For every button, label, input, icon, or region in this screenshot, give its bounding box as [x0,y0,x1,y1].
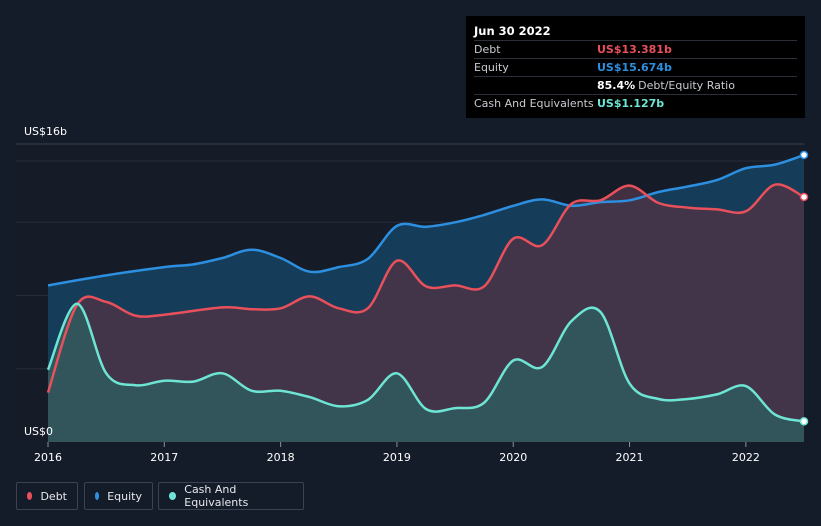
tooltip-debt-value: US$13.381b [597,43,672,56]
x-tick-label: 2019 [383,451,411,464]
tooltip-cash-value: US$1.127b [597,97,665,110]
tooltip-row-debt: Debt US$13.381b [474,40,797,58]
equity-line [47,153,805,287]
tooltip-equity-label: Equity [474,61,509,74]
legend-item-debt[interactable]: Debt [16,482,78,510]
tooltip-ratio-value: 85.4% [597,79,636,92]
x-axis-ticks: 2016 2017 2018 2019 2020 2021 2022 [34,442,760,464]
tooltip-row-ratio: 85.4% Debt/Equity Ratio [474,76,797,94]
series-areas [48,155,804,442]
x-tick-label: 2022 [732,451,760,464]
cash-dot-icon [169,492,177,500]
tooltip-debt-label: Debt [474,43,501,56]
debt-endpoint [799,192,809,202]
data-tooltip: Jun 30 2022 Debt US$13.381b Equity US$15… [466,16,805,118]
debt-line [46,183,805,393]
x-tick-label: 2018 [267,451,295,464]
legend-cash-label: Cash And Equivalents [184,483,249,509]
tooltip-date: Jun 30 2022 [474,24,551,38]
tooltip-row-equity: Equity US$15.674b [474,58,797,76]
x-tick-label: 2016 [34,451,62,464]
cash-and-equivalents-area [48,303,804,442]
tooltip-cash-label: Cash And Equivalents [474,97,594,110]
series-lines [46,153,805,423]
x-tick-label: 2020 [499,451,527,464]
y-axis-top-label: US$16b [24,125,68,138]
debt-dot-icon [27,492,33,500]
equity-endpoint [799,150,809,160]
legend-item-equity[interactable]: Equity [84,482,153,510]
legend-item-cash[interactable]: Cash And Equivalents [158,482,304,510]
cash-and-equivalents-endpoint [799,417,809,426]
y-axis-bottom-label: US$0 [24,425,54,438]
x-tick-label: 2017 [150,451,178,464]
x-tick-label: 2021 [616,451,644,464]
tooltip-ratio-spacer [474,77,597,94]
legend-equity-label: Equity [107,489,142,503]
tooltip-row-cash: Cash And Equivalents US$1.127b [474,94,797,112]
equity-dot-icon [95,492,100,500]
cash-and-equivalents-line [46,302,805,423]
series-endpoints [799,150,809,426]
legend-debt-label: Debt [40,489,67,503]
area-chart: 2016 2017 2018 2019 2020 2021 2022 [16,143,809,464]
tooltip-ratio-label: Debt/Equity Ratio [638,79,735,92]
tooltip-equity-value: US$15.674b [597,61,672,74]
